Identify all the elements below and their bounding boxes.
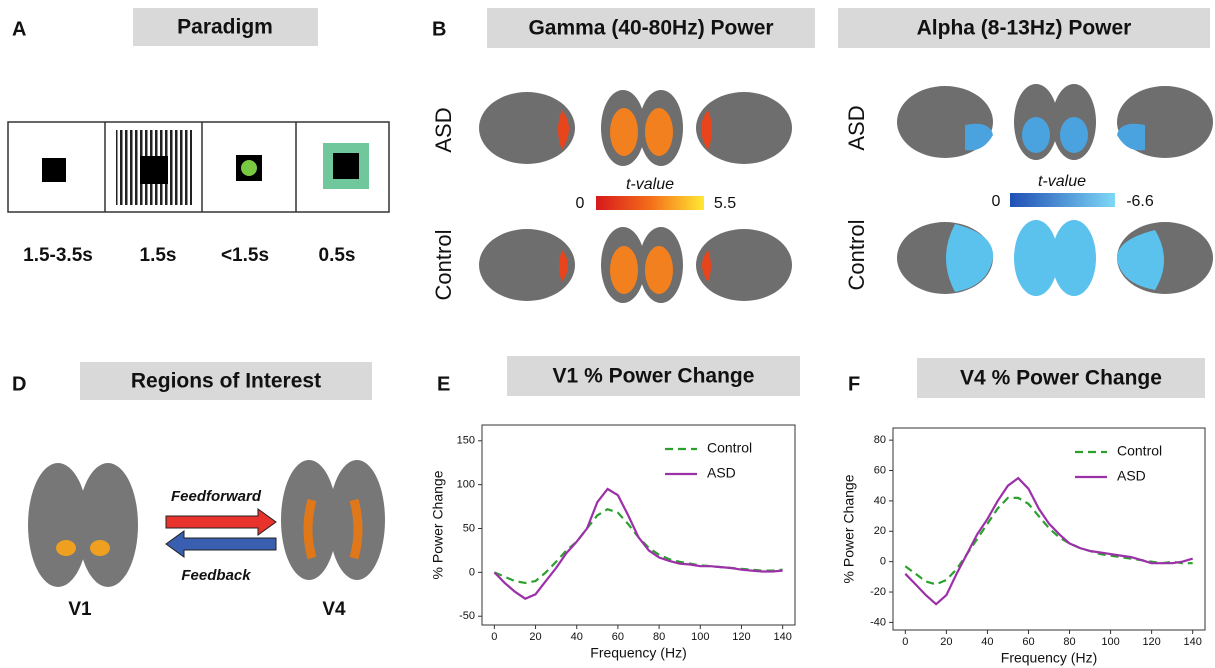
plot-frame [481, 424, 796, 626]
title-box [917, 358, 1205, 398]
arrow-label: Feedforward [171, 488, 262, 505]
roi-brains [28, 460, 385, 587]
duration: 0.5s [319, 245, 356, 266]
panel-label: E [437, 373, 450, 395]
title-box [80, 362, 372, 400]
colorbar-max: 5.5 [714, 195, 736, 212]
y-axis-label: % Power Change [841, 474, 857, 583]
duration: 1.5-3.5s [23, 245, 93, 266]
y-axis-label: % Power Change [430, 470, 446, 579]
y-tick-label: -20 [870, 586, 886, 598]
chart-title: V4 % Power Change [960, 367, 1162, 390]
duration: 1.5s [140, 245, 177, 266]
y-tick-label: 150 [457, 435, 475, 447]
plot-frame [892, 427, 1206, 631]
chart-title: V1 % Power Change [553, 365, 755, 388]
panel-label: F [848, 373, 860, 395]
x-tick-label: 20 [940, 636, 952, 648]
series-line [904, 476, 1194, 606]
colorbar-max: -6.6 [1126, 193, 1154, 210]
legend-label: Control [707, 440, 752, 456]
series-line [493, 507, 783, 585]
x-axis-label: Frequency (Hz) [1001, 650, 1097, 666]
colorbar-min: 0 [576, 195, 585, 212]
y-tick-label: -40 [870, 616, 886, 628]
panel-label: B [432, 18, 446, 40]
duration: <1.5s [221, 245, 269, 266]
legend-label: ASD [1117, 468, 1146, 484]
panel-title: Paradigm [177, 16, 273, 39]
row-label: Control [431, 230, 456, 301]
row-label: ASD [844, 105, 869, 150]
series-line [493, 487, 783, 600]
x-tick-label: 20 [529, 631, 541, 643]
y-tick-label: -50 [459, 610, 475, 622]
region-label: V4 [322, 599, 346, 620]
x-tick-label: 60 [1022, 636, 1034, 648]
y-tick-label: 20 [874, 525, 886, 537]
panel-label: A [12, 18, 26, 40]
x-tick-label: 100 [1101, 636, 1119, 648]
brain-maps [897, 84, 1213, 296]
x-tick-label: 140 [1184, 636, 1202, 648]
y-tick-label: 60 [874, 464, 886, 476]
x-tick-label: 40 [981, 636, 993, 648]
series-line [904, 496, 1193, 586]
x-tick-label: 40 [571, 631, 583, 643]
y-tick-label: 0 [469, 566, 475, 578]
colorbar-min: 0 [992, 193, 1001, 210]
x-tick-label: 100 [691, 631, 709, 643]
title-box [133, 8, 318, 46]
arrow-label: Feedback [181, 567, 251, 584]
title-box [507, 356, 800, 396]
panel-title: Alpha (8-13Hz) Power [917, 17, 1132, 40]
row-label: Control [844, 220, 869, 291]
title-box [838, 8, 1210, 48]
colorbar-title: t-value [626, 176, 674, 193]
x-tick-label: 120 [732, 631, 750, 643]
x-tick-label: 0 [491, 631, 497, 643]
x-tick-label: 80 [1063, 636, 1075, 648]
y-tick-label: 0 [880, 556, 886, 568]
y-tick-label: 40 [874, 495, 886, 507]
x-axis-label: Frequency (Hz) [590, 645, 686, 661]
title-box [487, 8, 815, 48]
y-tick-label: 100 [457, 479, 475, 491]
panel-title: Gamma (40-80Hz) Power [528, 17, 773, 40]
x-tick-label: 140 [773, 631, 791, 643]
legend-label: Control [1117, 443, 1162, 459]
x-tick-label: 120 [1142, 636, 1160, 648]
panel-label: D [12, 373, 26, 395]
colorbar-title: t-value [1038, 173, 1086, 190]
region-label: V1 [68, 599, 92, 620]
brain-maps [479, 90, 792, 303]
x-tick-label: 0 [902, 636, 908, 648]
y-tick-label: 50 [463, 522, 475, 534]
x-tick-label: 80 [653, 631, 665, 643]
paradigm-frames [7, 121, 390, 213]
panel-title: Regions of Interest [131, 370, 321, 393]
legend-label: ASD [707, 465, 736, 481]
row-label: ASD [431, 107, 456, 152]
x-tick-label: 60 [612, 631, 624, 643]
y-tick-label: 80 [874, 434, 886, 446]
